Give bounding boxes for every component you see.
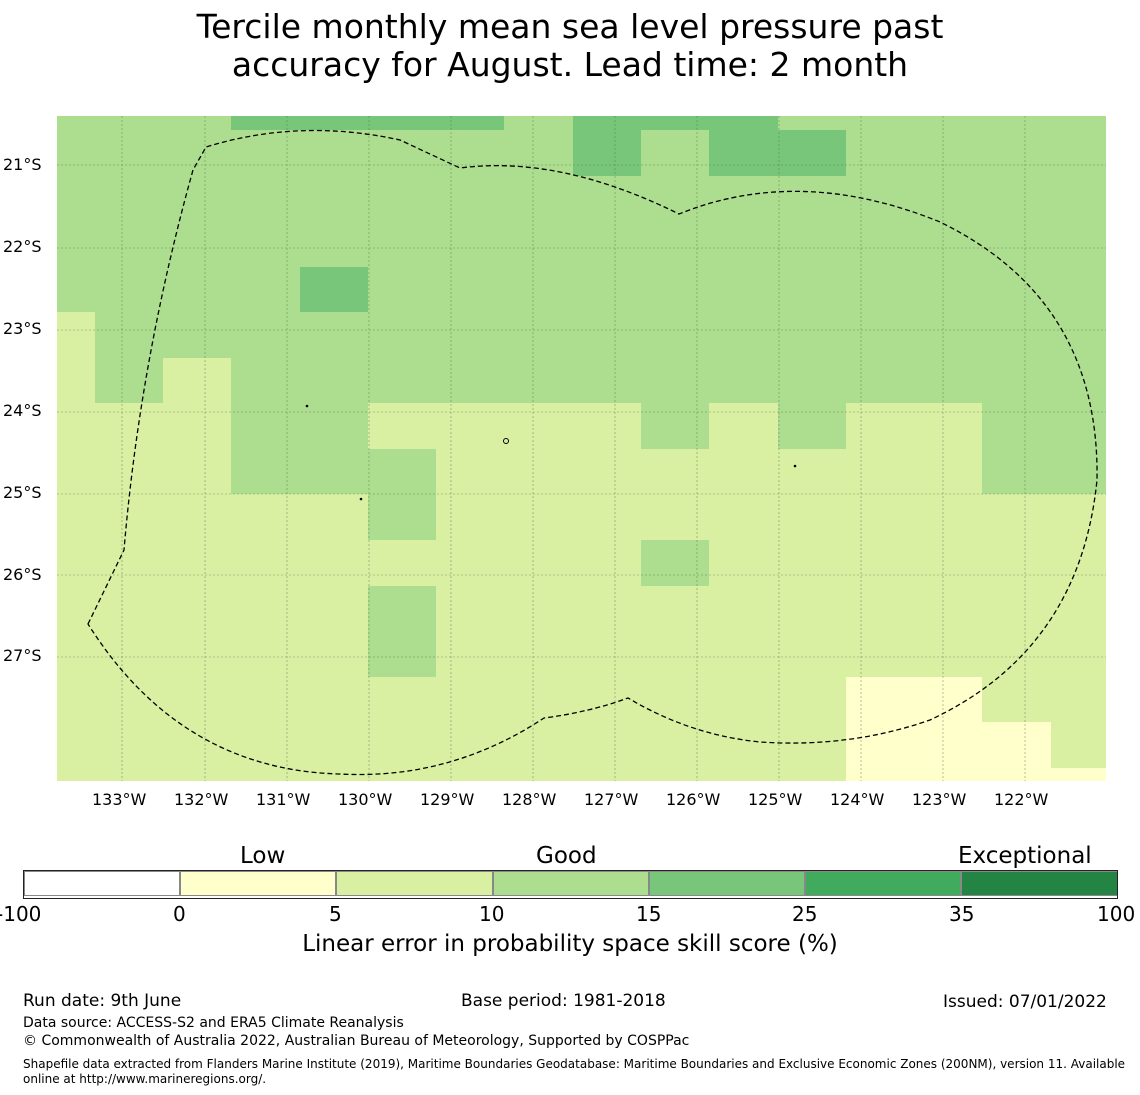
colorbar-swatch (961, 871, 1118, 896)
colorbar-tick: 100 (1097, 902, 1136, 926)
colorbar-category-good: Good (536, 843, 597, 869)
graticule (57, 116, 1106, 781)
colorbar-swatch (649, 871, 805, 896)
run-date: Run date: 9th June (23, 991, 182, 1011)
lon-label: 122°W (994, 790, 1049, 809)
base-period: Base period: 1981-2018 (461, 991, 666, 1011)
colorbar-label: Linear error in probability space skill … (302, 931, 838, 957)
map-title: Tercile monthly mean sea level pressure … (0, 8, 1140, 84)
lat-label: 26°S (3, 565, 42, 584)
islands (305, 404, 797, 501)
lon-label: 127°W (584, 790, 639, 809)
copyright: © Commonwealth of Australia 2022, Austra… (23, 1033, 690, 1049)
lat-label: 23°S (3, 319, 42, 338)
lon-label: 132°W (174, 790, 229, 809)
lon-label: 130°W (338, 790, 393, 809)
eez-boundary (87, 129, 1098, 776)
colorbar-swatch (493, 871, 649, 896)
cells-good-10-15-patches (368, 449, 709, 677)
colorbar-category-exceptional: Exceptional (958, 843, 1092, 869)
title-line-1: Tercile monthly mean sea level pressure … (196, 7, 944, 46)
colorbar-tick: 0 (173, 902, 186, 926)
skill-map (57, 116, 1106, 781)
lon-label: 133°W (92, 790, 147, 809)
colorbar-swatch (24, 871, 180, 896)
issued-date: Issued: 07/01/2022 (943, 992, 1107, 1012)
cells-good-15-25 (231, 116, 846, 312)
colorbar-tick: 5 (329, 902, 342, 926)
lon-label: 131°W (256, 790, 311, 809)
colorbar-swatch (805, 871, 961, 896)
shapefile-credit: Shapefile data extracted from Flanders M… (23, 1057, 1126, 1086)
colorbar-tick: 10 (479, 902, 505, 926)
colorbar-tick: 15 (636, 902, 662, 926)
colorbar-tick: 35 (949, 902, 975, 926)
data-source: Data source: ACCESS-S2 and ERA5 Climate … (23, 1015, 404, 1031)
lat-label: 25°S (3, 483, 42, 502)
lat-label: 21°S (3, 155, 42, 174)
colorbar-category-low: Low (240, 843, 286, 869)
colorbar-tick: 25 (792, 902, 818, 926)
lat-label: 24°S (3, 401, 42, 420)
colorbar (24, 871, 1118, 898)
lon-label: 124°W (830, 790, 885, 809)
lon-label: 123°W (912, 790, 967, 809)
colorbar-swatch (180, 871, 336, 896)
colorbar-swatch (336, 871, 493, 896)
lon-label: 128°W (502, 790, 557, 809)
colorbar-tick: -100 (0, 902, 42, 926)
lat-label: 22°S (3, 237, 42, 256)
lon-label: 125°W (748, 790, 803, 809)
lon-label: 126°W (666, 790, 721, 809)
cells-low-0-5 (846, 677, 1106, 781)
lat-label: 27°S (3, 646, 42, 665)
title-line-2: accuracy for August. Lead time: 2 month (231, 45, 909, 84)
cells-good-5-10 (57, 312, 1106, 781)
lon-label: 129°W (420, 790, 475, 809)
